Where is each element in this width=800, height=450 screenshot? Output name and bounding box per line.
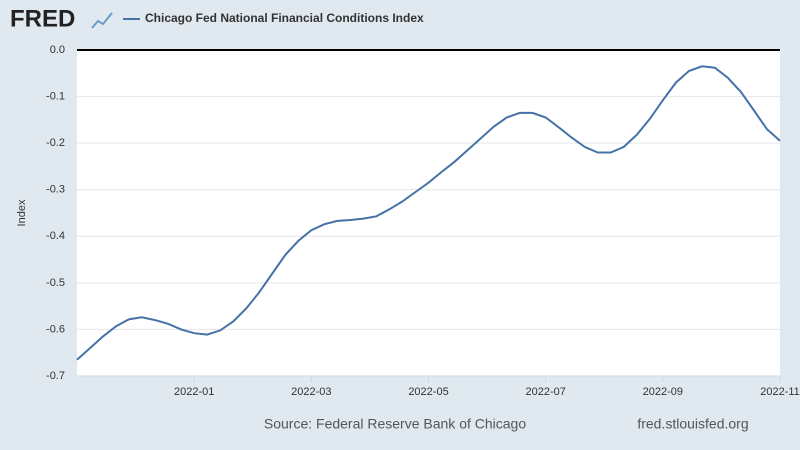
x-tick-label: 2022-03 [291,386,331,398]
x-tick-label: 2022-09 [643,386,683,398]
plot-area [77,50,780,376]
x-tick-label: 2022-05 [408,386,448,398]
site: fred.stlouisfed.org [637,416,748,432]
y-tick-label: -0.5 [46,277,65,289]
x-tick-label: 2022-07 [525,386,565,398]
legend-label: Chicago Fed National Financial Condition… [145,11,424,25]
series-line [76,65,781,361]
logo: FRED [10,5,75,32]
x-tick-label: 2022-01 [174,386,214,398]
y-tick-label: -0.6 [46,323,65,335]
y-axis-label: Index [16,199,28,226]
y-tick-label: -0.1 [46,90,65,102]
y-tick-label: -0.4 [46,230,65,242]
x-tick-label: 2022-11 [760,386,800,398]
source: Source: Federal Reserve Bank of Chicago [264,416,526,432]
logo-icon [91,12,113,29]
y-tick-label: -0.7 [46,370,65,382]
y-tick-label: -0.2 [46,137,65,149]
y-tick-label: -0.3 [46,184,65,196]
y-tick-label: 0.0 [50,44,65,56]
